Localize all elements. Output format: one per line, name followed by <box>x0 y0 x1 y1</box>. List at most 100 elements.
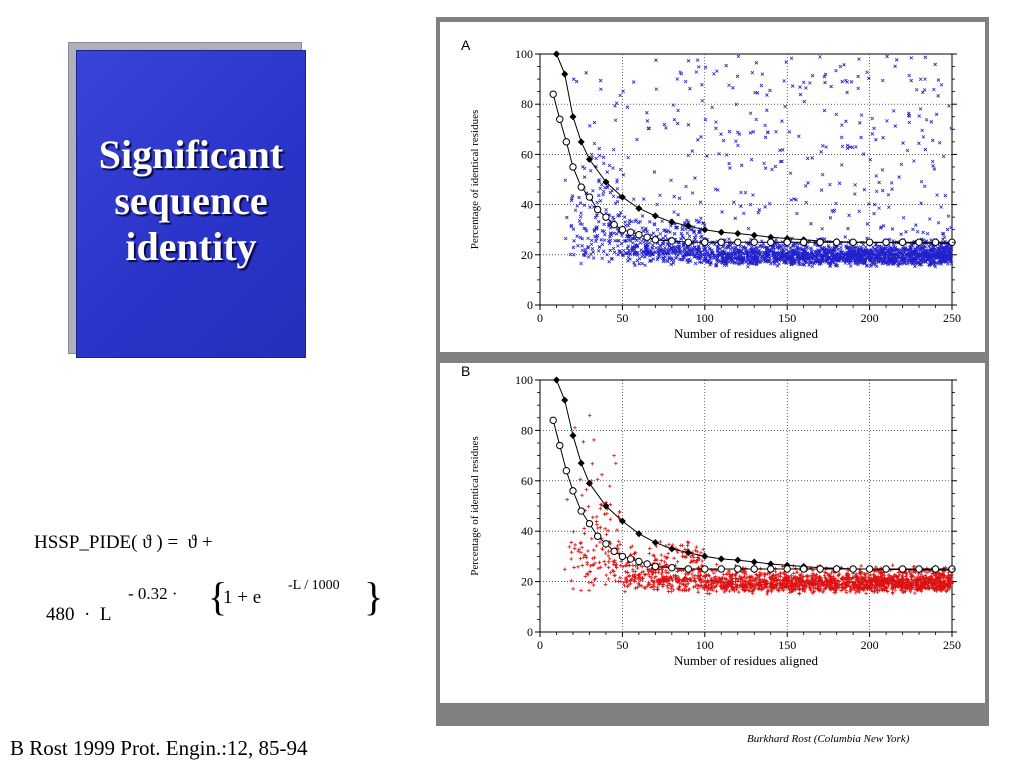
data-point <box>671 261 676 265</box>
series-marker-circle <box>799 238 808 246</box>
data-point <box>590 247 595 251</box>
data-point <box>939 82 944 87</box>
data-point <box>808 260 813 265</box>
y-tick-label: 60 <box>521 147 533 161</box>
data-point <box>936 78 941 82</box>
data-point <box>595 233 600 238</box>
data-point <box>693 253 698 258</box>
data-point <box>921 260 925 264</box>
data-point <box>865 222 870 226</box>
data-point <box>571 77 576 81</box>
data-point <box>602 222 606 227</box>
data-point <box>849 258 853 262</box>
data-point <box>829 84 833 89</box>
data-point <box>839 245 843 250</box>
data-point <box>848 264 853 268</box>
data-point <box>730 250 735 255</box>
data-point <box>631 80 636 84</box>
data-point <box>734 139 738 144</box>
data-point <box>583 247 588 252</box>
data-point <box>586 246 590 250</box>
data-point <box>943 193 948 198</box>
data-point <box>638 241 643 245</box>
data-point <box>607 259 611 264</box>
data-point <box>684 227 688 231</box>
data-point <box>715 256 720 261</box>
data-point <box>873 263 878 267</box>
data-point <box>697 247 701 252</box>
data-point <box>865 70 869 75</box>
data-point <box>728 166 732 170</box>
data-point <box>624 251 628 255</box>
data-point <box>880 168 885 172</box>
data-point <box>892 248 896 253</box>
data-point <box>917 114 922 118</box>
data-point <box>640 261 645 266</box>
data-point <box>632 252 637 257</box>
data-point <box>864 252 869 256</box>
plot-area <box>539 53 953 306</box>
data-point <box>700 98 705 103</box>
data-point <box>844 119 848 124</box>
data-point <box>806 257 811 261</box>
data-point <box>828 216 833 220</box>
data-point <box>786 251 791 255</box>
data-point <box>594 156 598 161</box>
data-point <box>858 121 862 125</box>
series-marker-circle <box>865 238 874 246</box>
data-point <box>698 250 702 255</box>
data-point <box>726 244 731 249</box>
data-point <box>841 258 845 263</box>
data-point <box>661 256 665 261</box>
data-point <box>801 249 805 254</box>
data-point <box>644 226 648 231</box>
data-point <box>573 208 578 213</box>
data-point <box>690 149 695 153</box>
data-point <box>845 143 850 148</box>
data-point <box>847 213 851 218</box>
data-point <box>939 205 943 209</box>
formula-open-brace: { <box>208 574 228 619</box>
data-point <box>693 237 698 241</box>
data-point <box>716 188 720 192</box>
data-point <box>674 225 679 230</box>
data-point <box>856 86 860 91</box>
y-tick-label: 100 <box>515 47 533 61</box>
data-point <box>657 251 661 256</box>
data-point <box>664 229 669 234</box>
series-marker-circle <box>783 238 791 246</box>
data-point <box>582 226 586 231</box>
data-point <box>599 238 604 242</box>
data-point <box>703 247 708 251</box>
data-point <box>633 236 638 241</box>
x-tick-label: 250 <box>943 311 961 325</box>
data-point <box>638 219 642 224</box>
data-point <box>626 155 630 160</box>
data-point <box>889 181 894 185</box>
data-point <box>605 252 609 257</box>
data-point <box>594 213 599 218</box>
data-point <box>803 184 808 188</box>
data-point <box>721 245 725 249</box>
data-point <box>884 259 889 264</box>
data-point <box>816 252 820 257</box>
data-point <box>885 54 889 59</box>
data-point <box>672 210 676 214</box>
data-point <box>607 224 611 228</box>
series-marker-circle <box>684 238 693 246</box>
data-point <box>792 197 796 201</box>
data-point <box>856 253 860 257</box>
data-point <box>847 246 852 250</box>
data-point <box>822 237 827 241</box>
data-point <box>877 180 881 185</box>
data-point <box>714 262 719 267</box>
data-point <box>623 220 627 224</box>
data-point <box>649 258 653 263</box>
data-point <box>643 263 647 268</box>
title-card: Significant sequence identity <box>68 42 306 358</box>
data-point <box>608 190 613 195</box>
data-point <box>796 251 801 255</box>
data-point <box>655 227 660 232</box>
data-point <box>825 252 829 257</box>
data-point <box>596 219 601 224</box>
